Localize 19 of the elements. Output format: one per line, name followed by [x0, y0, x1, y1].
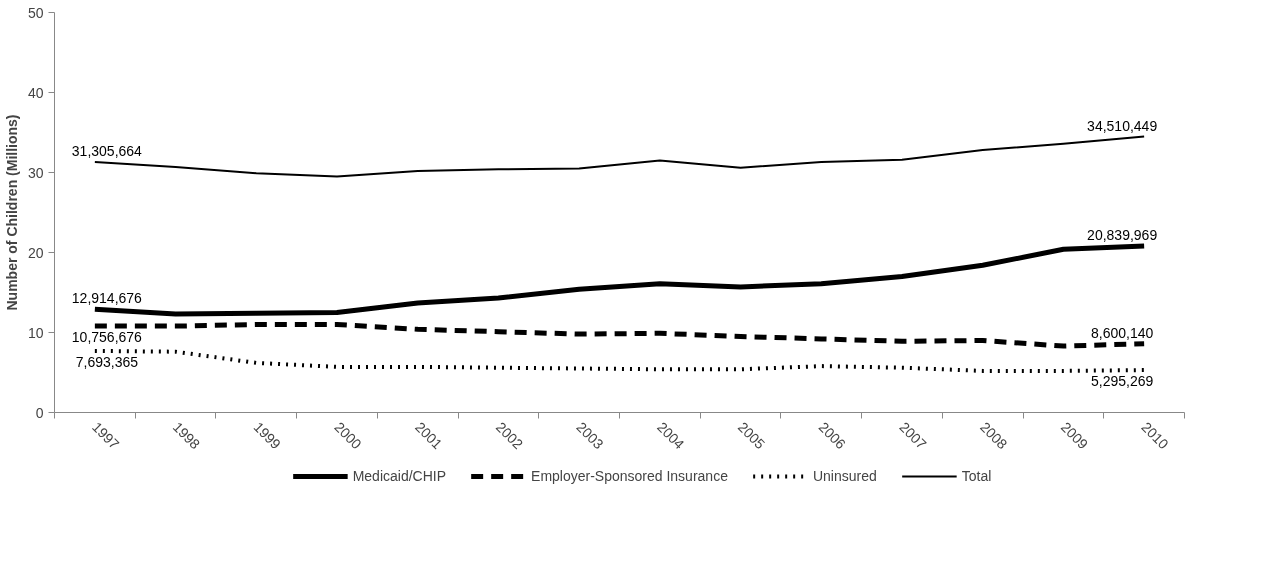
legend-label: Total	[961, 468, 992, 484]
annotation: 8,600,140	[1091, 324, 1154, 341]
annotation: 5,295,269	[1091, 373, 1154, 390]
annotation: 10,756,676	[71, 329, 143, 346]
annotation: 20,839,969	[1087, 227, 1158, 244]
legend-label: Medicaid/CHIP	[352, 468, 447, 484]
y-tick-label: 40	[27, 84, 44, 101]
annotation: 31,305,664	[71, 143, 143, 160]
y-tick-label: 30	[27, 164, 44, 181]
y-tick-label: 20	[27, 244, 44, 261]
y-tick-label: 10	[27, 324, 44, 341]
y-tick-label: 0	[35, 404, 44, 421]
annotation: 12,914,676	[71, 290, 143, 307]
legend-label: Employer-Sponsored Insurance	[531, 468, 728, 484]
annotation: 7,693,365	[75, 353, 139, 370]
y-tick-label: 50	[27, 4, 44, 21]
annotation: 34,510,449	[1087, 117, 1158, 134]
y-axis-title: Number of Children (Millions)	[3, 114, 20, 311]
legend-label: Uninsured	[812, 468, 877, 484]
